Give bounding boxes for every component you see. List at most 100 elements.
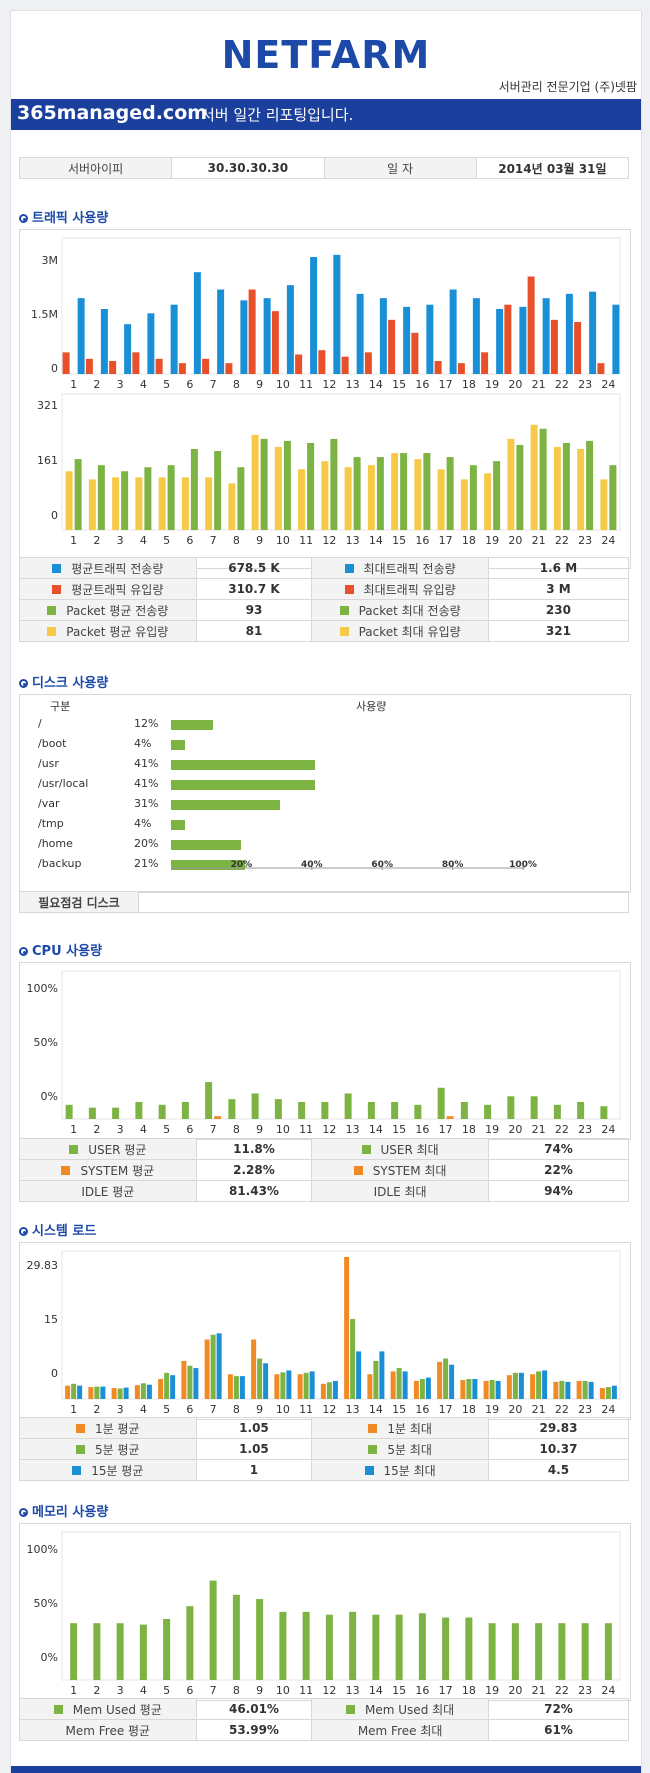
load-x-tick: 22 bbox=[555, 1403, 569, 1416]
traffic-bytes-bar-recv bbox=[341, 356, 349, 374]
traffic-bytes-bar-send bbox=[356, 293, 364, 374]
traffic-bytes-x-tick: 22 bbox=[555, 378, 569, 390]
load-x-tick: 21 bbox=[532, 1403, 546, 1416]
traffic-stat-label-text: 평균트래픽 유입량 bbox=[71, 582, 164, 597]
load-bar-m15 bbox=[379, 1351, 385, 1399]
traffic-bytes-bar-recv bbox=[574, 322, 582, 374]
memory-x-tick: 17 bbox=[439, 1684, 453, 1697]
memory-x-tick: 6 bbox=[186, 1684, 193, 1697]
load-bar-m1 bbox=[88, 1387, 94, 1399]
traffic-bytes-bar-recv bbox=[295, 354, 303, 374]
traffic-packets-bar-recv bbox=[460, 479, 468, 530]
traffic-bytes-bar-recv bbox=[504, 304, 512, 374]
traffic-bytes-bar-recv bbox=[434, 361, 442, 374]
traffic-bytes-x-tick: 23 bbox=[578, 378, 592, 390]
legend-swatch-icon bbox=[364, 1465, 374, 1475]
legend-swatch-icon bbox=[339, 605, 349, 615]
cpu-bar-user bbox=[298, 1101, 306, 1119]
load-stat-label-text: 1분 평균 bbox=[95, 1421, 140, 1436]
memory-stat-label: Mem Used 평균 bbox=[19, 1698, 197, 1720]
traffic-stats-row: Packet 평균 유입량 81 Packet 최대 유입량 321 bbox=[19, 620, 630, 642]
load-stats-row: 15분 평균 1 15분 최대 4.5 bbox=[19, 1459, 630, 1481]
ip-value: 30.30.30.30 bbox=[171, 157, 325, 179]
memory-stat-value: 46.01% bbox=[195, 1698, 313, 1720]
legend-swatch-icon bbox=[69, 1144, 79, 1154]
memory-bar-used bbox=[232, 1594, 240, 1680]
disk-mount-label: /var bbox=[38, 797, 60, 810]
disk-x-tick: 80% bbox=[442, 860, 464, 870]
load-stat-value-text: 4.5 bbox=[547, 1463, 570, 1477]
traffic-stat-label: Packet 평균 유입량 bbox=[19, 620, 197, 642]
memory-bar-used bbox=[535, 1623, 543, 1680]
traffic-packets-y-tick: 321 bbox=[37, 399, 58, 412]
traffic-stat-label: Packet 최대 전송량 bbox=[311, 599, 489, 621]
legend-swatch-icon bbox=[61, 1165, 71, 1175]
load-bar-m15 bbox=[309, 1371, 315, 1399]
cpu-bar-user bbox=[205, 1082, 213, 1119]
traffic-packets-bar-send bbox=[121, 471, 129, 530]
cpu-x-tick: 3 bbox=[117, 1123, 124, 1136]
traffic-bytes-bar-send bbox=[496, 309, 504, 374]
cpu-x-tick: 11 bbox=[299, 1123, 313, 1136]
cpu-stats-row: SYSTEM 평균 2.28% SYSTEM 최대 22% bbox=[19, 1159, 630, 1181]
load-x-tick: 5 bbox=[163, 1403, 170, 1416]
traffic-packets-y-tick: 161 bbox=[37, 454, 58, 467]
cpu-stat-label: SYSTEM 최대 bbox=[311, 1159, 489, 1181]
load-y-tick: 29.83 bbox=[27, 1259, 59, 1272]
traffic-stat-label: 평균트래픽 유입량 bbox=[19, 578, 197, 600]
load-stat-label-text: 15분 평균 bbox=[91, 1463, 144, 1478]
legend-swatch-icon bbox=[368, 1423, 378, 1433]
traffic-bytes-bar-send bbox=[333, 254, 341, 374]
load-bar-m15 bbox=[402, 1371, 408, 1399]
legend-swatch-icon bbox=[53, 1704, 63, 1714]
load-bar-m15 bbox=[611, 1385, 617, 1399]
traffic-packets-x-tick: 12 bbox=[322, 534, 336, 547]
memory-bar-used bbox=[372, 1614, 380, 1680]
disk-mount-label: /home bbox=[38, 837, 73, 850]
disk-check-table: 필요점검 디스크 bbox=[19, 891, 629, 913]
load-stat-label: 15분 최대 bbox=[311, 1459, 489, 1481]
traffic-stat-label: Packet 최대 유입량 bbox=[311, 620, 489, 642]
cpu-stat-label: IDLE 평균 bbox=[19, 1180, 197, 1202]
memory-x-tick: 14 bbox=[369, 1684, 383, 1697]
footer-bar bbox=[11, 1766, 641, 1773]
banner-message: 서버 일간 리포팅입니다. bbox=[201, 106, 354, 124]
load-bar-m15 bbox=[193, 1368, 199, 1399]
memory-bar-used bbox=[209, 1580, 217, 1680]
load-panel: 29.83 15 0 1 2 3 4 5 6 7 8 9 10 11 12 13 14 15 16 17 18 19 20 2… bbox=[19, 1242, 631, 1420]
load-x-tick: 20 bbox=[508, 1403, 522, 1416]
traffic-bytes-x-tick: 3 bbox=[117, 378, 124, 390]
memory-bar-used bbox=[70, 1623, 78, 1680]
load-stat-value: 4.5 bbox=[487, 1459, 630, 1481]
traffic-stat-label-text: Packet 평균 전송량 bbox=[66, 603, 169, 618]
load-bar-m1 bbox=[483, 1380, 489, 1399]
traffic-bytes-bar-send bbox=[263, 298, 271, 374]
traffic-bytes-x-tick: 6 bbox=[186, 378, 193, 390]
cpu-x-tick: 5 bbox=[163, 1123, 170, 1136]
memory-bar-used bbox=[186, 1606, 194, 1680]
cpu-x-tick: 2 bbox=[93, 1123, 100, 1136]
load-stat-label: 1분 평균 bbox=[19, 1417, 197, 1439]
cpu-x-tick: 18 bbox=[462, 1123, 476, 1136]
memory-x-tick: 20 bbox=[508, 1684, 522, 1697]
legend-swatch-icon bbox=[339, 626, 349, 636]
traffic-packets-bar-recv bbox=[507, 438, 515, 530]
load-bar-m15 bbox=[425, 1377, 431, 1399]
traffic-bytes-x-tick: 20 bbox=[508, 378, 522, 390]
memory-bar-used bbox=[442, 1617, 450, 1680]
memory-chart: 100%50%0%1 2 3 4 5 6 7 8 9 10 11 12 13 14 15 16 17 18 19 20… bbox=[27, 1531, 621, 1697]
load-plot-area bbox=[61, 1250, 621, 1400]
traffic-packets-x-tick: 16 bbox=[415, 534, 429, 547]
cpu-bar-user bbox=[553, 1104, 561, 1119]
memory-stat-label-text: Mem Used 평균 bbox=[72, 1702, 162, 1717]
cpu-stat-value-text: 74% bbox=[544, 1142, 573, 1156]
load-bar-m15 bbox=[170, 1375, 176, 1399]
load-section-title: 시스템 로드 bbox=[19, 1220, 96, 1239]
memory-panel: 100% 50% 0% 1 2 3 4 5 6 7 8 9 10 11 12 13 14 15 16 17 18 19 20… bbox=[19, 1523, 631, 1701]
traffic-bytes-bar-send bbox=[589, 291, 597, 374]
traffic-bytes-bar-recv bbox=[85, 358, 93, 374]
traffic-packets-bar-send bbox=[516, 444, 524, 530]
memory-x-tick: 5 bbox=[163, 1684, 170, 1697]
disk-x-tick: 100% bbox=[509, 860, 537, 870]
disk-usage-label: 사용량 bbox=[356, 700, 387, 713]
